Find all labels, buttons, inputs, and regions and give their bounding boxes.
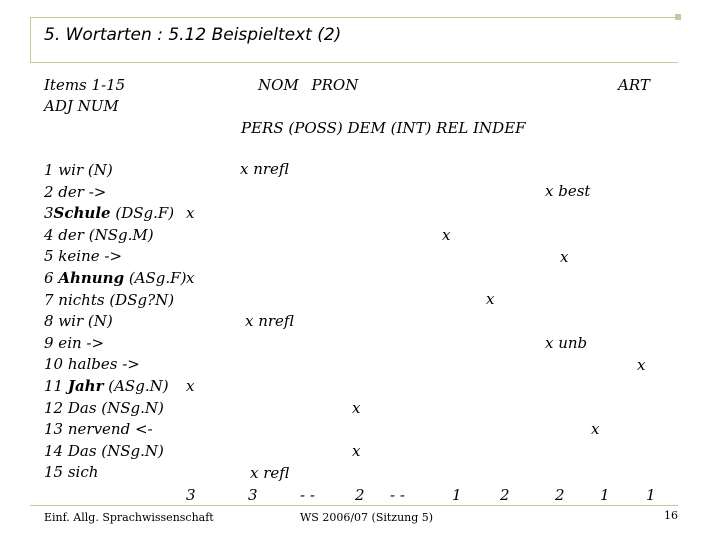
mark-item-2: x best xyxy=(545,182,591,200)
footer-divider xyxy=(30,505,678,506)
item-row: 15 sich xyxy=(44,463,99,482)
item-row: 12 Das (NSg.N) xyxy=(44,398,164,417)
item-row: 1 wir (N) xyxy=(44,161,113,179)
total-art-1: 1 xyxy=(600,486,610,504)
mark-item-12: x xyxy=(352,399,361,417)
item-row: 10 halbes -> xyxy=(44,355,140,374)
page-number: 16 xyxy=(664,509,678,522)
mark-item-15: x refl xyxy=(250,464,290,482)
adj-num-header: ADJ NUM xyxy=(44,97,119,115)
mark-item-11: x xyxy=(186,377,195,395)
item-row: 9 ein -> xyxy=(44,333,105,352)
mark-item-9: x unb xyxy=(545,334,588,352)
mark-item-14: x xyxy=(352,442,361,460)
item-row: 6 Ahnung (ASg.F) xyxy=(44,268,187,287)
footer-course: Einf. Allg. Sprachwissenschaft xyxy=(44,511,214,524)
total-nom: 3 xyxy=(248,486,258,504)
mark-item-5: x xyxy=(560,248,569,266)
mark-item-13: x xyxy=(591,420,600,438)
total-pers: - - xyxy=(300,486,315,504)
slide-title: 5. Wortarten : 5.12 Beispieltext (2) xyxy=(44,25,342,45)
frame-top-line xyxy=(30,17,678,18)
total-adj: 3 xyxy=(186,486,196,504)
frame-left-line xyxy=(30,17,31,62)
item-row: 7 nichts (DSg?N) xyxy=(44,290,175,309)
item-row: 8 wir (N) xyxy=(44,312,113,331)
item-row: 4 der (NSg.M) xyxy=(44,225,154,244)
nom-pron-header: NOM PRON xyxy=(258,76,359,94)
art-header: ART xyxy=(618,76,650,94)
title-divider xyxy=(30,62,678,63)
items-range-label: Items 1-15 xyxy=(44,76,126,94)
total-int: 1 xyxy=(452,486,462,504)
item-list: 1 wir (N) 2 der -> 3Schule (DSg.F) 4 der… xyxy=(44,160,186,484)
total-indef: 2 xyxy=(555,486,565,504)
mark-item-6: x xyxy=(186,269,195,287)
footer-session: WS 2006/07 (Sitzung 5) xyxy=(300,511,434,524)
pronoun-subheader: PERS (POSS) DEM (INT) REL INDEF xyxy=(241,119,526,137)
total-rel: 2 xyxy=(500,486,510,504)
mark-item-10: x xyxy=(637,356,646,374)
item-row: 13 nervend <- xyxy=(44,420,153,439)
total-art-2: 1 xyxy=(646,486,656,504)
item-row: 11 Jahr (ASg.N) xyxy=(44,376,169,395)
item-row: 5 keine -> xyxy=(44,247,123,266)
total-dem: - - xyxy=(390,486,405,504)
item-row: 14 Das (NSg.N) xyxy=(44,441,164,460)
mark-item-3: x xyxy=(186,204,195,222)
mark-item-4: x xyxy=(442,226,451,244)
item-row: 3Schule (DSg.F) xyxy=(44,204,175,223)
item-row: 2 der -> xyxy=(44,182,107,201)
mark-item-7: x xyxy=(486,290,495,308)
frame-corner-mark xyxy=(675,14,681,20)
mark-item-8: x nrefl xyxy=(245,312,294,330)
mark-item-1: x nrefl xyxy=(240,160,289,178)
total-poss: 2 xyxy=(355,486,365,504)
